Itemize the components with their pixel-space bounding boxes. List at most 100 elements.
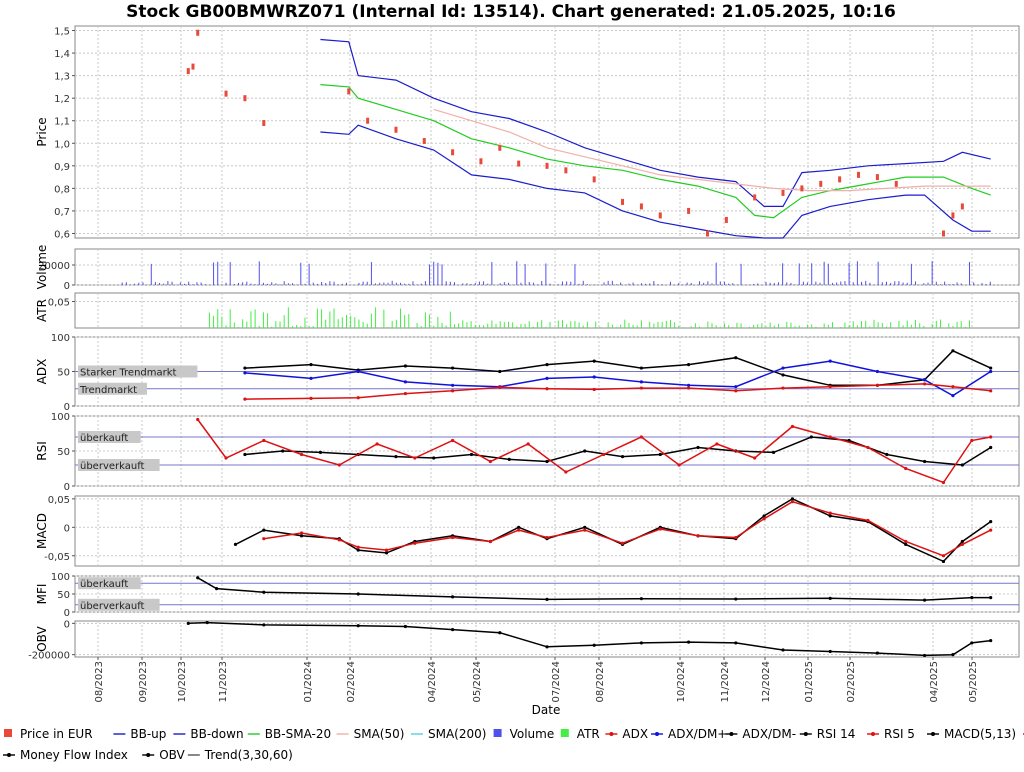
adx-axis-label: ADX: [35, 359, 49, 385]
rsi-series-point: [885, 452, 889, 457]
adx-series-point: [875, 369, 880, 374]
adx-series-point: [923, 382, 927, 386]
price-series-line: [320, 38, 991, 207]
macd-ytick-label: 0,05: [48, 495, 70, 506]
adx-series-point: [989, 369, 993, 374]
rsi-series-point: [970, 438, 974, 443]
legend-swatch-marker: [803, 732, 808, 736]
mfi-series-line: [197, 577, 991, 601]
adx-series-point: [828, 359, 832, 363]
rsi-axis-label: RSI: [35, 441, 49, 461]
mfi-axis-label: MFI: [35, 584, 49, 605]
macd-series-point: [904, 542, 908, 546]
adx-series-point: [451, 383, 455, 387]
adx-series-point: [451, 366, 455, 370]
macd-series-point: [790, 500, 795, 504]
rsi-series-point: [224, 456, 228, 460]
rsi-series-point: [941, 480, 946, 485]
obv-series-point: [451, 628, 455, 632]
obv-series-point: [356, 624, 360, 628]
price-marker: [243, 95, 247, 102]
legend-swatch-marker: [609, 732, 614, 736]
price-marker: [960, 203, 964, 210]
adx-series-point: [592, 359, 596, 363]
volume-ytick-label: 0: [64, 281, 70, 292]
adx-reference-label-bg: [78, 382, 147, 395]
macd-series-point: [828, 511, 832, 515]
macd-series-point: [866, 518, 870, 523]
legend-label: RSI 5: [884, 727, 915, 741]
adx-series-point: [309, 396, 313, 401]
adx-series-point: [989, 366, 993, 370]
legend-label: ADX/DM+: [668, 727, 727, 741]
x-tick-label: 08/2023: [94, 661, 105, 703]
price-ytick-label: 1,2: [54, 94, 70, 105]
obv-series-point: [875, 651, 880, 655]
rsi-series-point: [375, 442, 379, 446]
rsi-series-point: [639, 435, 644, 439]
macd-series-point: [989, 528, 993, 532]
mfi-reference-label-bg: [78, 577, 141, 590]
legend-swatch: [493, 729, 502, 737]
macd-series-point: [299, 534, 304, 538]
obv-frame: [74, 620, 1020, 658]
rsi-series-point: [451, 438, 455, 443]
rsi-series-point: [960, 463, 964, 467]
legend-swatch: [4, 729, 12, 737]
x-tick-label: 05/2024: [472, 661, 483, 703]
legend-swatch-marker: [7, 753, 11, 757]
price-series-line: [433, 108, 991, 192]
rsi-series-point: [469, 452, 474, 457]
obv-series-point: [639, 641, 644, 645]
price-marker: [753, 194, 757, 201]
macd-series-point: [989, 520, 993, 524]
obv-series-point: [403, 624, 407, 629]
adx-series-point: [951, 385, 955, 389]
obv-series-point: [923, 653, 927, 658]
adx-ytick-label: 0: [64, 402, 70, 413]
macd-series-point: [762, 517, 766, 521]
mfi-series-point: [989, 596, 993, 600]
legend-label: BB-down: [190, 727, 243, 741]
rsi-series-point: [318, 450, 323, 454]
macd-series-point: [941, 559, 946, 564]
adx-series-point: [687, 386, 691, 390]
adx-series-point: [451, 389, 455, 393]
price-ytick-label: 0,6: [54, 229, 70, 240]
price-ytick-label: 1,1: [54, 117, 70, 128]
adx-series-point: [951, 349, 955, 353]
price-axis-label: Price: [35, 117, 49, 146]
legend-label: SMA(200): [428, 727, 486, 741]
rsi-series-point: [828, 435, 832, 439]
mfi-series-point: [196, 576, 200, 580]
macd-series-point: [517, 528, 521, 532]
obv-series-point: [951, 653, 955, 657]
adx-series-point: [639, 386, 644, 390]
mfi-series-point: [215, 587, 219, 591]
adx-series-point: [734, 356, 738, 360]
atr-frame: [74, 292, 1020, 329]
price-series-line: [320, 84, 991, 219]
macd-series-point: [451, 535, 455, 540]
legend-label: Price in EUR: [20, 727, 93, 741]
price-marker: [479, 158, 483, 165]
adx-series-point: [687, 363, 691, 367]
price-marker: [224, 90, 228, 97]
adx-series-point: [403, 391, 407, 396]
price-panel: 0,6 0,7 0,8 0,9 1,0 1,1 1,2 1,3 1,4 1,5 Price: [35, 25, 1020, 240]
macd-series-point: [620, 541, 625, 545]
price-marker: [800, 185, 804, 192]
macd-panel: -0,05 0 0,05 MACD: [35, 495, 1020, 567]
rsi-series-point: [526, 442, 530, 446]
price-series-line: [320, 124, 991, 239]
adx-series-point: [403, 364, 407, 368]
macd-series-point: [384, 551, 389, 555]
macd-series-point: [299, 531, 304, 535]
obv-series-point: [205, 620, 209, 625]
mfi-series-point: [970, 596, 974, 600]
rsi-series-point: [771, 450, 776, 454]
rsi-ytick-label: 0: [64, 482, 70, 493]
macd-series-point: [790, 497, 795, 501]
macd-series-point: [356, 548, 360, 552]
